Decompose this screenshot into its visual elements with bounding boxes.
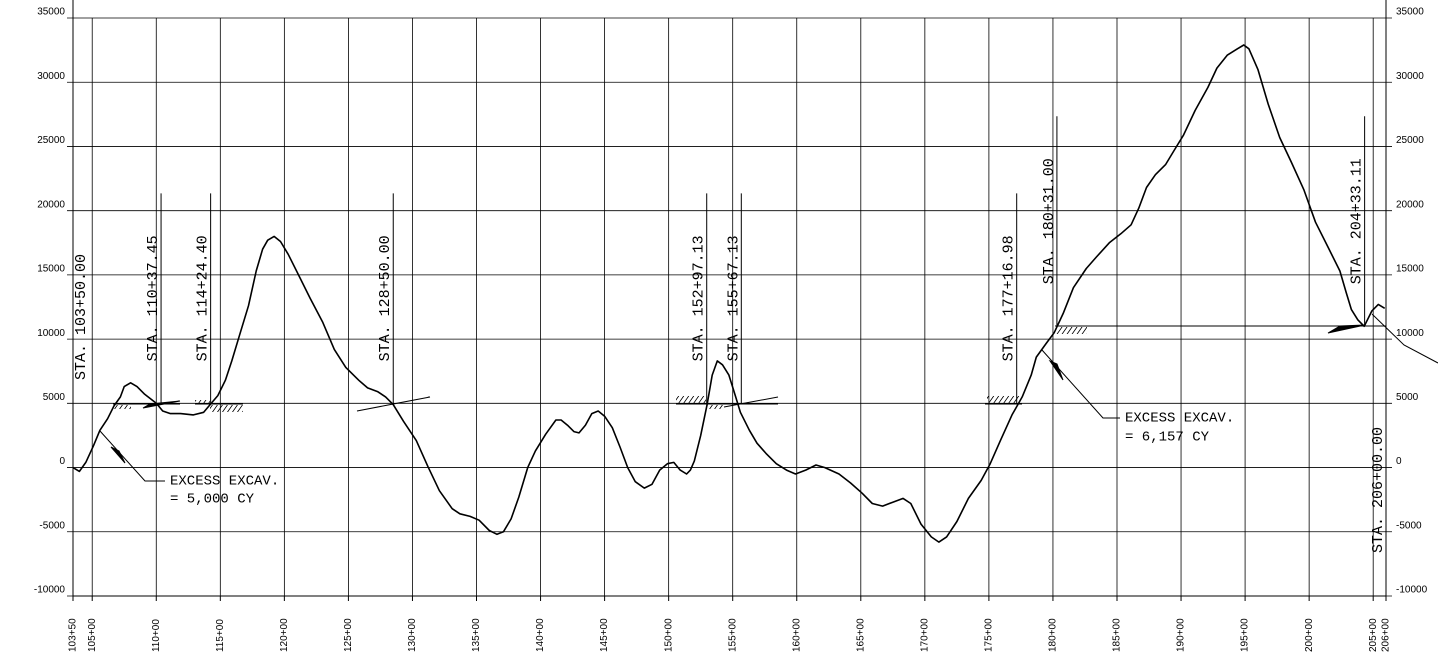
station-label: STA. 103+50.00 xyxy=(73,254,90,380)
station-label: STA. 177+16.98 xyxy=(1001,235,1018,361)
x-tick-label: 170+00 xyxy=(919,618,930,652)
station-label: STA. 206+00.00 xyxy=(1370,427,1387,553)
x-tick-label: 150+00 xyxy=(663,618,674,652)
y-tick-label: -10000 xyxy=(1396,585,1428,596)
y-tick-label: 20000 xyxy=(37,199,65,210)
x-tick-label: 115+00 xyxy=(215,619,226,652)
y-tick-label: -5000 xyxy=(1396,520,1422,531)
note-text: = 5,000 CY xyxy=(170,492,255,508)
y-tick-label: 15000 xyxy=(37,264,65,275)
x-tick-label: 195+00 xyxy=(1240,618,1251,652)
y-tick-label: 0 xyxy=(1396,456,1402,467)
x-tick-label: 205+00 xyxy=(1368,618,1379,652)
note-text: EXCESS EXCAV. xyxy=(170,474,279,490)
y-tick-label: 35000 xyxy=(1396,7,1424,18)
y-tick-label: 0 xyxy=(59,456,65,467)
x-tick-label: 180+00 xyxy=(1048,618,1059,652)
x-tick-label: 200+00 xyxy=(1304,618,1315,652)
x-tick-label: 145+00 xyxy=(599,618,610,652)
y-tick-label: 35000 xyxy=(37,7,65,18)
note-text: EXCESS EXCAV. xyxy=(1125,411,1234,427)
y-tick-label: 5000 xyxy=(43,392,66,403)
x-tick-label: 110+00 xyxy=(151,619,162,652)
x-tick-label: 206+00 xyxy=(1381,618,1392,652)
leaders xyxy=(99,313,1438,482)
x-tick-label: 185+00 xyxy=(1112,618,1123,652)
x-tick-label: 175+00 xyxy=(984,618,995,652)
x-tick-label: 190+00 xyxy=(1176,618,1187,652)
y-tick-label: 30000 xyxy=(37,71,65,82)
x-tick-label: 130+00 xyxy=(407,618,418,652)
y-tick-label: 25000 xyxy=(37,135,65,146)
balance-lines xyxy=(113,324,1386,412)
y-tick-label: 10000 xyxy=(1396,328,1424,339)
station-label: STA. 204+33.11 xyxy=(1349,158,1366,284)
station-label: STA. 110+37.45 xyxy=(145,235,162,361)
x-tick-label: 105+00 xyxy=(87,618,98,652)
y-tick-label: 30000 xyxy=(1396,71,1424,82)
y-tick-label: 20000 xyxy=(1396,199,1424,210)
y-tick-label: 15000 xyxy=(1396,264,1424,275)
y-tick-label: 25000 xyxy=(1396,135,1424,146)
x-tick-label: 125+00 xyxy=(343,618,354,652)
x-tick-label: 120+00 xyxy=(279,618,290,652)
station-label: STA. 128+50.00 xyxy=(377,235,394,361)
y-tick-label: 5000 xyxy=(1396,392,1419,403)
station-label: STA. 155+67.13 xyxy=(725,235,742,361)
y-tick-label: 10000 xyxy=(37,328,65,339)
x-tick-label: 165+00 xyxy=(855,618,866,652)
x-tick-label: 135+00 xyxy=(471,618,482,652)
y-tick-label: -5000 xyxy=(39,520,65,531)
x-tick-label: 155+00 xyxy=(727,618,738,652)
x-tick-label: 140+00 xyxy=(535,618,546,652)
x-tick-label: 103+50 xyxy=(68,618,79,652)
station-label: STA. 114+24.40 xyxy=(195,235,212,361)
station-label: STA. 180+31.00 xyxy=(1041,158,1058,284)
note-text: = 6,157 CY xyxy=(1125,430,1210,446)
station-label: STA. 152+97.13 xyxy=(691,235,708,361)
mass-haul-curve xyxy=(72,44,1386,543)
x-tick-label: 160+00 xyxy=(791,618,802,652)
y-tick-label: -10000 xyxy=(34,585,66,596)
